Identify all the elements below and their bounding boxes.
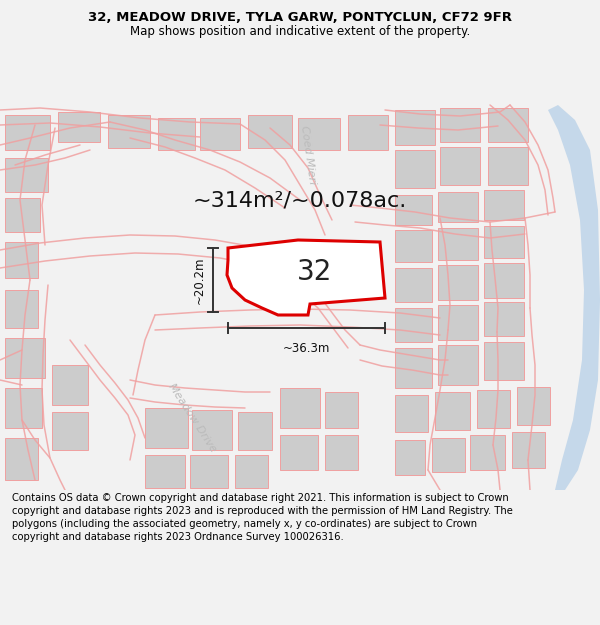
- Polygon shape: [200, 118, 240, 150]
- Polygon shape: [280, 435, 318, 470]
- Polygon shape: [325, 392, 358, 428]
- Polygon shape: [5, 198, 40, 232]
- Polygon shape: [58, 112, 100, 142]
- Polygon shape: [484, 342, 524, 380]
- Polygon shape: [280, 388, 320, 428]
- Polygon shape: [484, 190, 524, 220]
- Polygon shape: [395, 195, 432, 225]
- Polygon shape: [192, 410, 232, 450]
- Polygon shape: [488, 108, 528, 142]
- Text: Map shows position and indicative extent of the property.: Map shows position and indicative extent…: [130, 24, 470, 38]
- Polygon shape: [52, 412, 88, 450]
- Polygon shape: [395, 150, 435, 188]
- Polygon shape: [248, 115, 292, 148]
- Polygon shape: [5, 290, 38, 328]
- Polygon shape: [435, 392, 470, 430]
- Polygon shape: [440, 147, 480, 185]
- Polygon shape: [517, 387, 550, 425]
- Polygon shape: [52, 365, 88, 405]
- Polygon shape: [438, 305, 478, 340]
- Polygon shape: [395, 230, 432, 262]
- Polygon shape: [477, 390, 510, 428]
- Polygon shape: [235, 455, 268, 488]
- Polygon shape: [438, 228, 478, 260]
- Polygon shape: [484, 263, 524, 298]
- Polygon shape: [5, 115, 50, 150]
- Polygon shape: [395, 395, 428, 432]
- Polygon shape: [484, 302, 524, 336]
- Polygon shape: [395, 440, 425, 475]
- Text: ~20.2m: ~20.2m: [193, 256, 205, 304]
- Polygon shape: [5, 388, 42, 428]
- Text: ~314m²/~0.078ac.: ~314m²/~0.078ac.: [193, 190, 407, 210]
- Polygon shape: [395, 348, 432, 388]
- Polygon shape: [488, 147, 528, 185]
- Polygon shape: [5, 158, 48, 192]
- Polygon shape: [395, 268, 432, 302]
- Polygon shape: [158, 118, 195, 150]
- Polygon shape: [512, 432, 545, 468]
- Text: ~36.3m: ~36.3m: [283, 342, 330, 355]
- Polygon shape: [395, 110, 435, 145]
- Text: 32: 32: [298, 258, 332, 286]
- Text: Coed Mieri: Coed Mieri: [299, 125, 317, 185]
- Text: Contains OS data © Crown copyright and database right 2021. This information is : Contains OS data © Crown copyright and d…: [12, 492, 513, 542]
- Polygon shape: [438, 265, 478, 300]
- Polygon shape: [298, 118, 340, 150]
- Polygon shape: [484, 226, 524, 258]
- Polygon shape: [5, 438, 38, 480]
- Text: 32, MEADOW DRIVE, TYLA GARW, PONTYCLUN, CF72 9FR: 32, MEADOW DRIVE, TYLA GARW, PONTYCLUN, …: [88, 11, 512, 24]
- Polygon shape: [5, 242, 38, 278]
- Polygon shape: [470, 435, 505, 470]
- Polygon shape: [348, 115, 388, 150]
- Text: Meadow Drive: Meadow Drive: [166, 382, 218, 454]
- Polygon shape: [395, 308, 432, 342]
- Polygon shape: [108, 115, 150, 148]
- Polygon shape: [438, 345, 478, 385]
- Polygon shape: [548, 105, 600, 490]
- Polygon shape: [238, 412, 272, 450]
- Polygon shape: [440, 108, 480, 142]
- Polygon shape: [325, 435, 358, 470]
- Polygon shape: [145, 408, 188, 448]
- Polygon shape: [438, 192, 478, 222]
- Polygon shape: [5, 338, 45, 378]
- Polygon shape: [190, 455, 228, 488]
- Polygon shape: [432, 438, 465, 472]
- Polygon shape: [227, 240, 385, 315]
- Polygon shape: [145, 455, 185, 488]
